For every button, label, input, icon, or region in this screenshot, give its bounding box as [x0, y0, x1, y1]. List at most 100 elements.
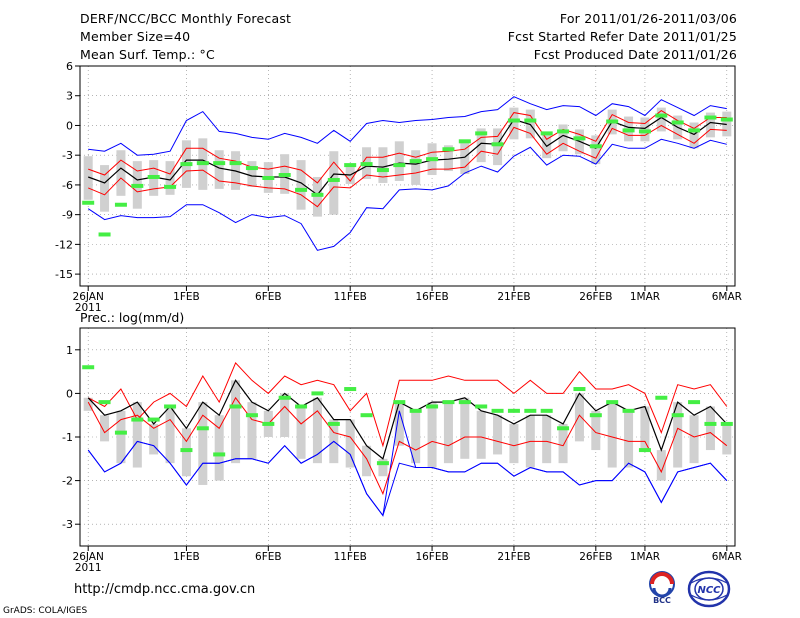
prec-observed-marker — [213, 452, 226, 457]
temp-ensemble-box — [705, 112, 715, 138]
prec-observed-marker — [671, 413, 684, 418]
temp-observed-marker — [491, 142, 504, 147]
forecast-period: For 2011/01/26-2011/03/06 — [559, 11, 737, 26]
forecast-started-date: Fcst Started Refer Date 2011/01/25 — [507, 29, 737, 44]
prec-ensemble-box — [673, 402, 683, 468]
prec-observed-marker — [409, 408, 422, 413]
temp-ensemble-box — [411, 150, 421, 185]
prec-ensemble-box — [509, 423, 519, 464]
prec-ensemble-box — [476, 410, 486, 459]
prec-xtick-label: 1FEB — [173, 551, 200, 563]
prec-ensemble-box — [362, 445, 372, 477]
prec-observed-marker — [229, 404, 242, 409]
source-url[interactable]: http://cmdp.ncc.cma.gov.cn — [74, 582, 256, 597]
prec-ensemble-box — [247, 402, 257, 459]
temp-ensemble-box — [296, 160, 306, 210]
prec-observed-marker — [147, 417, 160, 422]
temp-upper-line — [88, 109, 727, 184]
temp-xtick-label: 6MAR — [712, 291, 742, 303]
prec-observed-marker — [164, 404, 177, 409]
ncc-logo: NCC — [687, 570, 731, 608]
prec-ensemble-box — [116, 410, 126, 464]
temp-xtick-label: 11FEB — [334, 291, 367, 303]
prec-xtick-label: 16FEB — [415, 551, 448, 563]
prec-observed-marker — [688, 400, 701, 405]
temp-observed-marker — [638, 129, 651, 134]
prec-ensemble-box — [411, 410, 421, 464]
temp-ensemble-box — [476, 128, 486, 163]
prec-observed-marker — [344, 387, 357, 392]
temp-min-line — [87, 138, 727, 251]
temp-ensemble-box — [165, 161, 175, 195]
temp-observed-marker — [442, 147, 455, 152]
prec-ensemble-box — [198, 402, 208, 485]
prec-xtick-label: 6FEB — [255, 551, 282, 563]
prec-ensemble-box — [214, 415, 224, 481]
temp-ytick-label: -6 — [62, 179, 73, 192]
temp-observed-marker — [671, 120, 684, 125]
prec-observed-marker — [507, 408, 520, 413]
temp-ensemble-box — [83, 156, 93, 200]
prec-observed-marker — [311, 391, 324, 396]
temp-observed-marker — [540, 131, 553, 136]
temp-xtick-label: 6FEB — [255, 291, 282, 303]
prec-lower-line — [87, 396, 728, 496]
prec-mean-line — [87, 379, 728, 460]
temp-observed-marker — [311, 192, 324, 197]
prec-ensemble-box — [280, 393, 290, 437]
prec-observed-marker — [491, 408, 504, 413]
prec-observed-marker — [720, 421, 733, 426]
temp-ensemble-box — [378, 147, 388, 183]
prec-ensemble-box — [345, 419, 355, 468]
prec-ensemble-box — [689, 415, 699, 464]
temp-observed-marker — [213, 161, 226, 166]
prec-observed-marker — [442, 400, 455, 405]
temp-observed-marker — [655, 113, 668, 118]
temp-ytick-label: 0 — [66, 119, 73, 132]
prec-ensemble-box — [607, 402, 617, 468]
temp-xtick-label: 1FEB — [173, 291, 200, 303]
temp-year-label: 2011 — [75, 302, 102, 314]
temp-frame — [79, 65, 736, 287]
prec-ytick-label: 1 — [66, 344, 73, 357]
temp-observed-marker — [360, 162, 373, 167]
prec-observed-marker — [327, 421, 340, 426]
prec-ensemble-box — [312, 397, 322, 464]
ncc-logo-text: NCC — [697, 585, 721, 596]
temp-ensemble-box — [591, 135, 601, 165]
temp-ensemble-box — [656, 107, 666, 132]
prec-observed-marker — [638, 448, 651, 453]
temp-ensemble-box — [394, 141, 404, 181]
prec-frame — [79, 327, 736, 547]
prec-ensemble-box — [83, 397, 93, 411]
prec-year-label: 2011 — [75, 562, 102, 574]
temp-observed-marker — [98, 232, 111, 237]
prec-observed-marker — [360, 413, 373, 418]
temp-observed-marker — [131, 183, 144, 188]
prec-observed-marker — [131, 417, 144, 422]
prec-ensemble-box — [132, 402, 142, 468]
prec-observed-marker — [589, 413, 602, 418]
temp-observed-marker — [229, 161, 242, 166]
temp-lower-line — [88, 124, 727, 208]
prec-ensemble-box — [427, 402, 437, 468]
temp-ytick-label: -12 — [55, 238, 73, 251]
prec-ensemble-box — [542, 415, 552, 464]
temp-ytick-label: -3 — [62, 149, 73, 162]
temp-xtick-label: 21FEB — [497, 291, 530, 303]
prec-ensemble-box — [705, 406, 715, 451]
prec-observed-marker — [245, 413, 258, 418]
temp-observed-marker — [393, 163, 406, 168]
temp-ytick-label: 3 — [66, 90, 73, 103]
prec-observed-marker — [426, 404, 439, 409]
prec-observed-marker — [393, 400, 406, 405]
temp-observed-marker — [164, 184, 177, 189]
prec-ytick-label: -2 — [62, 475, 73, 488]
temp-ensemble-box — [100, 165, 110, 212]
prec-ensemble-box — [656, 450, 666, 481]
prec-observed-marker — [295, 404, 308, 409]
temp-observed-marker — [278, 173, 291, 178]
prec-observed-marker — [540, 408, 553, 413]
prec-ensemble-box — [100, 415, 110, 442]
